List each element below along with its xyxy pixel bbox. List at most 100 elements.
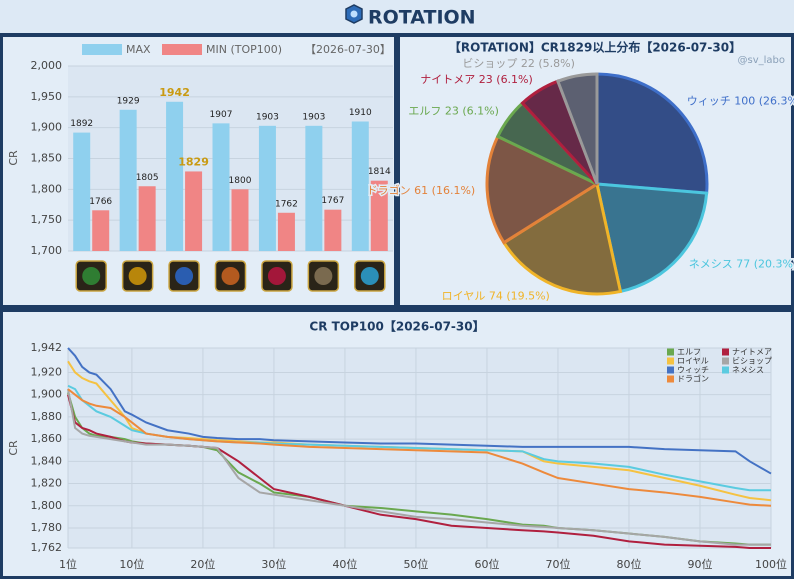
bar <box>351 121 369 251</box>
value-label: 1805 <box>136 173 159 183</box>
pie-slice <box>595 72 709 195</box>
bar <box>277 212 295 251</box>
y-tick-label: 1,950 <box>31 90 63 103</box>
pie-slice-tint <box>522 81 597 184</box>
value-label: 1903 <box>302 112 325 122</box>
legend-label: ネメシス <box>732 366 764 375</box>
pie-slice <box>501 181 623 296</box>
bar <box>185 171 203 251</box>
x-tick-label: 10位 <box>119 557 144 571</box>
slice-label: ナイトメア 23 (6.1%) <box>420 73 533 86</box>
series-line <box>67 388 771 546</box>
value-label: 1903 <box>256 112 279 122</box>
legend-label: MIN (TOP100) <box>206 43 282 56</box>
y-tick-label: 1,900 <box>31 121 63 134</box>
class-icon-emblem <box>175 267 194 285</box>
y-tick-label: 1,780 <box>31 521 63 534</box>
bar <box>258 125 276 251</box>
value-label: 1829 <box>178 155 209 168</box>
slice-label: エルフ 23 (6.1%) <box>408 104 499 117</box>
pie-slice-tint <box>497 103 597 184</box>
value-label: 1800 <box>229 176 252 186</box>
pie-slice-tint <box>487 136 597 243</box>
x-tick-label: 50位 <box>403 557 428 571</box>
y-tick-label: 1,750 <box>31 213 63 226</box>
class-icon-emblem <box>128 267 147 285</box>
y-tick-label: 1,880 <box>31 410 63 423</box>
x-tick-label: 40位 <box>332 557 357 571</box>
series-line <box>67 384 771 492</box>
x-tick-label: 80位 <box>616 557 641 571</box>
bar <box>231 189 249 251</box>
legend-swatch <box>667 366 674 374</box>
pie-slice-tint <box>503 184 621 294</box>
x-tick-label: 90位 <box>687 557 712 571</box>
value-label: 1907 <box>210 110 233 120</box>
y-tick-label: 1,850 <box>31 152 63 165</box>
class-icon-emblem <box>267 267 286 285</box>
legend-label: MAX <box>126 43 151 56</box>
legend-label: ドラゴン <box>677 374 709 384</box>
pie-slice <box>595 182 709 294</box>
bar <box>370 180 388 251</box>
legend-label: ロイヤル <box>677 357 709 366</box>
x-tick-label: 100位 <box>755 557 787 571</box>
bar <box>166 101 184 252</box>
legend-swatch <box>667 348 674 356</box>
y-tick-label: 1,800 <box>31 499 63 512</box>
bar <box>119 109 137 252</box>
class-icon-emblem <box>221 267 240 285</box>
y-tick-label: 2,000 <box>31 59 63 72</box>
value-label: 1910 <box>349 108 372 118</box>
y-tick-label: 1,942 <box>31 341 63 354</box>
class-icon-emblem <box>360 267 379 285</box>
value-label: 1814 <box>368 167 391 177</box>
y-axis-label: CR <box>7 440 20 456</box>
y-tick-label: 1,920 <box>31 365 63 378</box>
legend-swatch <box>722 357 729 365</box>
y-tick-label: 1,900 <box>31 388 63 401</box>
legend-label: エルフ <box>677 348 701 357</box>
value-label: 1767 <box>321 196 344 206</box>
chart-title: 【ROTATION】CR1829以上分布【2026-07-30】 <box>449 40 741 55</box>
legend-swatch <box>667 375 674 383</box>
class-icon-emblem <box>82 267 101 285</box>
pie-slice-tint <box>597 184 707 292</box>
legend-swatch <box>722 348 729 356</box>
series-line <box>67 394 771 549</box>
slice-label: ビショップ 22 (5.8%) <box>462 57 575 70</box>
x-tick-label: 70位 <box>545 557 570 571</box>
x-tick-label: 60位 <box>474 557 499 571</box>
y-tick-label: 1,860 <box>31 432 63 445</box>
value-label: 1929 <box>117 96 140 106</box>
pie-slice-tint <box>597 74 707 194</box>
pie-slice <box>485 134 601 245</box>
bar <box>212 123 230 251</box>
slice-label: ウィッチ 100 (26.3%) <box>687 94 794 107</box>
y-tick-label: 1,840 <box>31 454 63 467</box>
x-tick-label: 1位 <box>59 557 77 571</box>
bar <box>305 125 323 251</box>
y-tick-label: 1,820 <box>31 477 63 490</box>
x-tick-label: 30位 <box>261 557 286 571</box>
bar <box>138 186 156 251</box>
slice-label: ネメシス 77 (20.3%) <box>689 257 794 270</box>
legend-label: ウィッチ <box>677 366 709 375</box>
chart-date: 【2026-07-30】 <box>305 43 391 56</box>
value-label: 1762 <box>275 199 298 209</box>
header-title: ROTATION <box>368 7 476 29</box>
slice-label: ドラゴン 61 (16.1%) <box>367 183 476 197</box>
y-axis-label: CR <box>7 150 20 166</box>
x-tick-label: 20位 <box>190 557 215 571</box>
watermark: @sv_labo <box>738 55 786 66</box>
y-tick-label: 1,800 <box>31 182 63 195</box>
value-label: 1892 <box>70 119 93 129</box>
bar <box>92 210 110 251</box>
bar <box>324 209 342 251</box>
value-label: 1942 <box>159 86 190 99</box>
slice-label: ロイヤル 74 (19.5%) <box>442 290 550 303</box>
pie-slice-tint <box>557 74 597 184</box>
y-tick-label: 1,762 <box>31 541 63 554</box>
chart-title: CR TOP100【2026-07-30】 <box>309 319 484 334</box>
